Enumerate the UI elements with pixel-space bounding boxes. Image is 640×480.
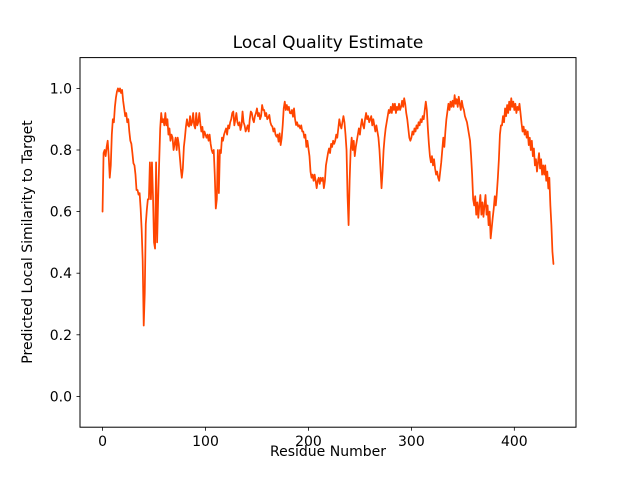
x-axis-label: Residue Number [270,444,386,460]
y-tick-label: 0.0 [50,389,72,405]
x-tick-label: 200 [295,434,322,450]
y-tick-label: 0.4 [50,266,72,282]
x-tick-label: 0 [98,434,107,450]
y-axis-label: Predicted Local Similarity to Target [20,120,36,364]
y-tick-label: 0.6 [50,205,72,221]
y-tick-label: 1.0 [50,81,72,97]
y-tick-label: 0.8 [50,143,72,159]
chart-title: Local Quality Estimate [232,33,424,53]
x-tick-label: 400 [501,434,528,450]
y-tick-label: 0.2 [50,328,72,344]
predicted-local-similarity-line [101,87,555,327]
x-tick-label: 100 [192,434,219,450]
axes-frame [79,57,577,428]
x-tick-label: 300 [398,434,425,450]
